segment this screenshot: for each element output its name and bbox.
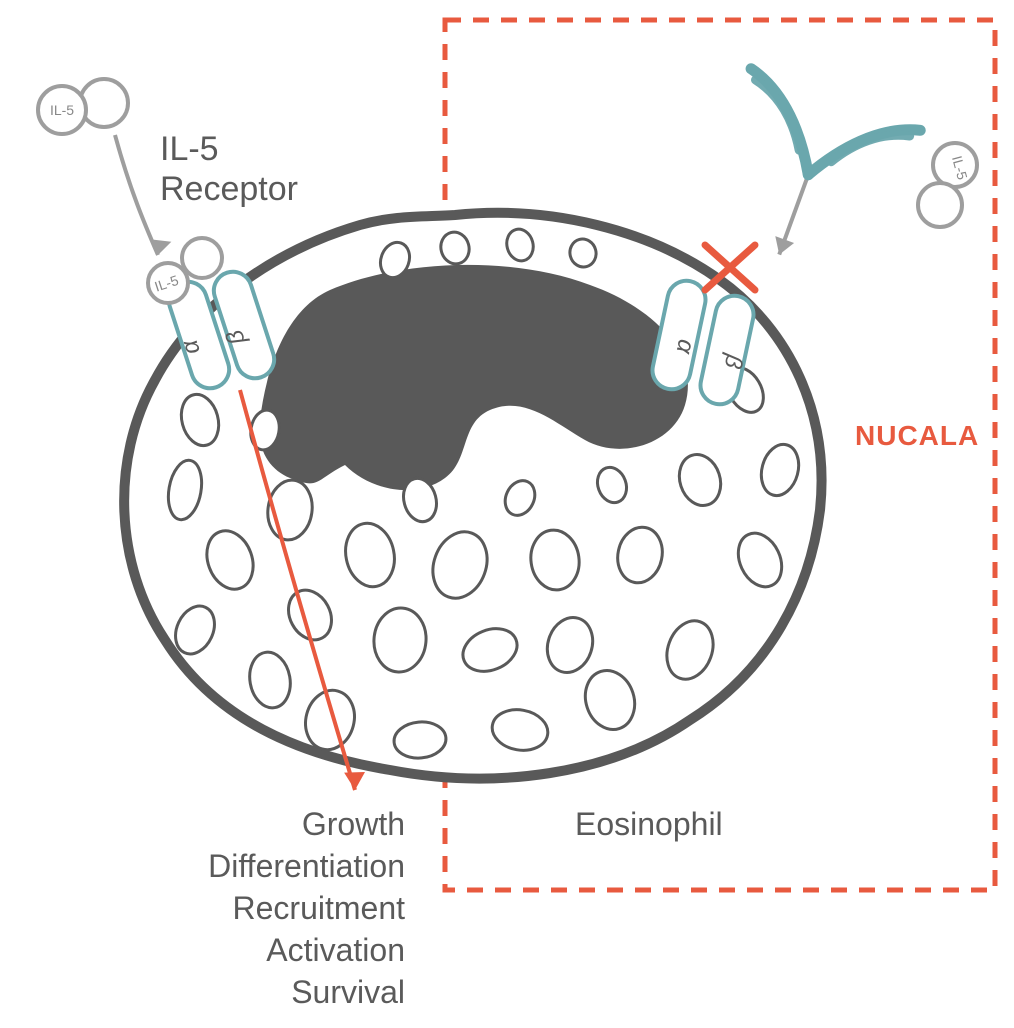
il5-label-free-left: IL-5	[50, 102, 74, 118]
effect-recruitment: Recruitment	[233, 890, 406, 926]
effect-growth: Growth	[302, 806, 405, 842]
effect-differentiation: Differentiation	[208, 848, 405, 884]
il5-captured: IL-5	[918, 143, 977, 227]
effect-activation: Activation	[266, 932, 405, 968]
nucala-label: NUCALA	[855, 420, 979, 451]
il5-free-left: IL-5	[38, 79, 128, 134]
effect-survival: Survival	[291, 974, 405, 1010]
mechanism-diagram: α β IL-5 α β IL-5	[0, 0, 1014, 1028]
eosinophil-label: Eosinophil	[575, 806, 723, 842]
il5-receptor-label-line2: Receptor	[160, 170, 298, 208]
nucala-antibody	[695, 69, 921, 286]
il5-receptor-label-line1: IL-5	[160, 130, 219, 168]
